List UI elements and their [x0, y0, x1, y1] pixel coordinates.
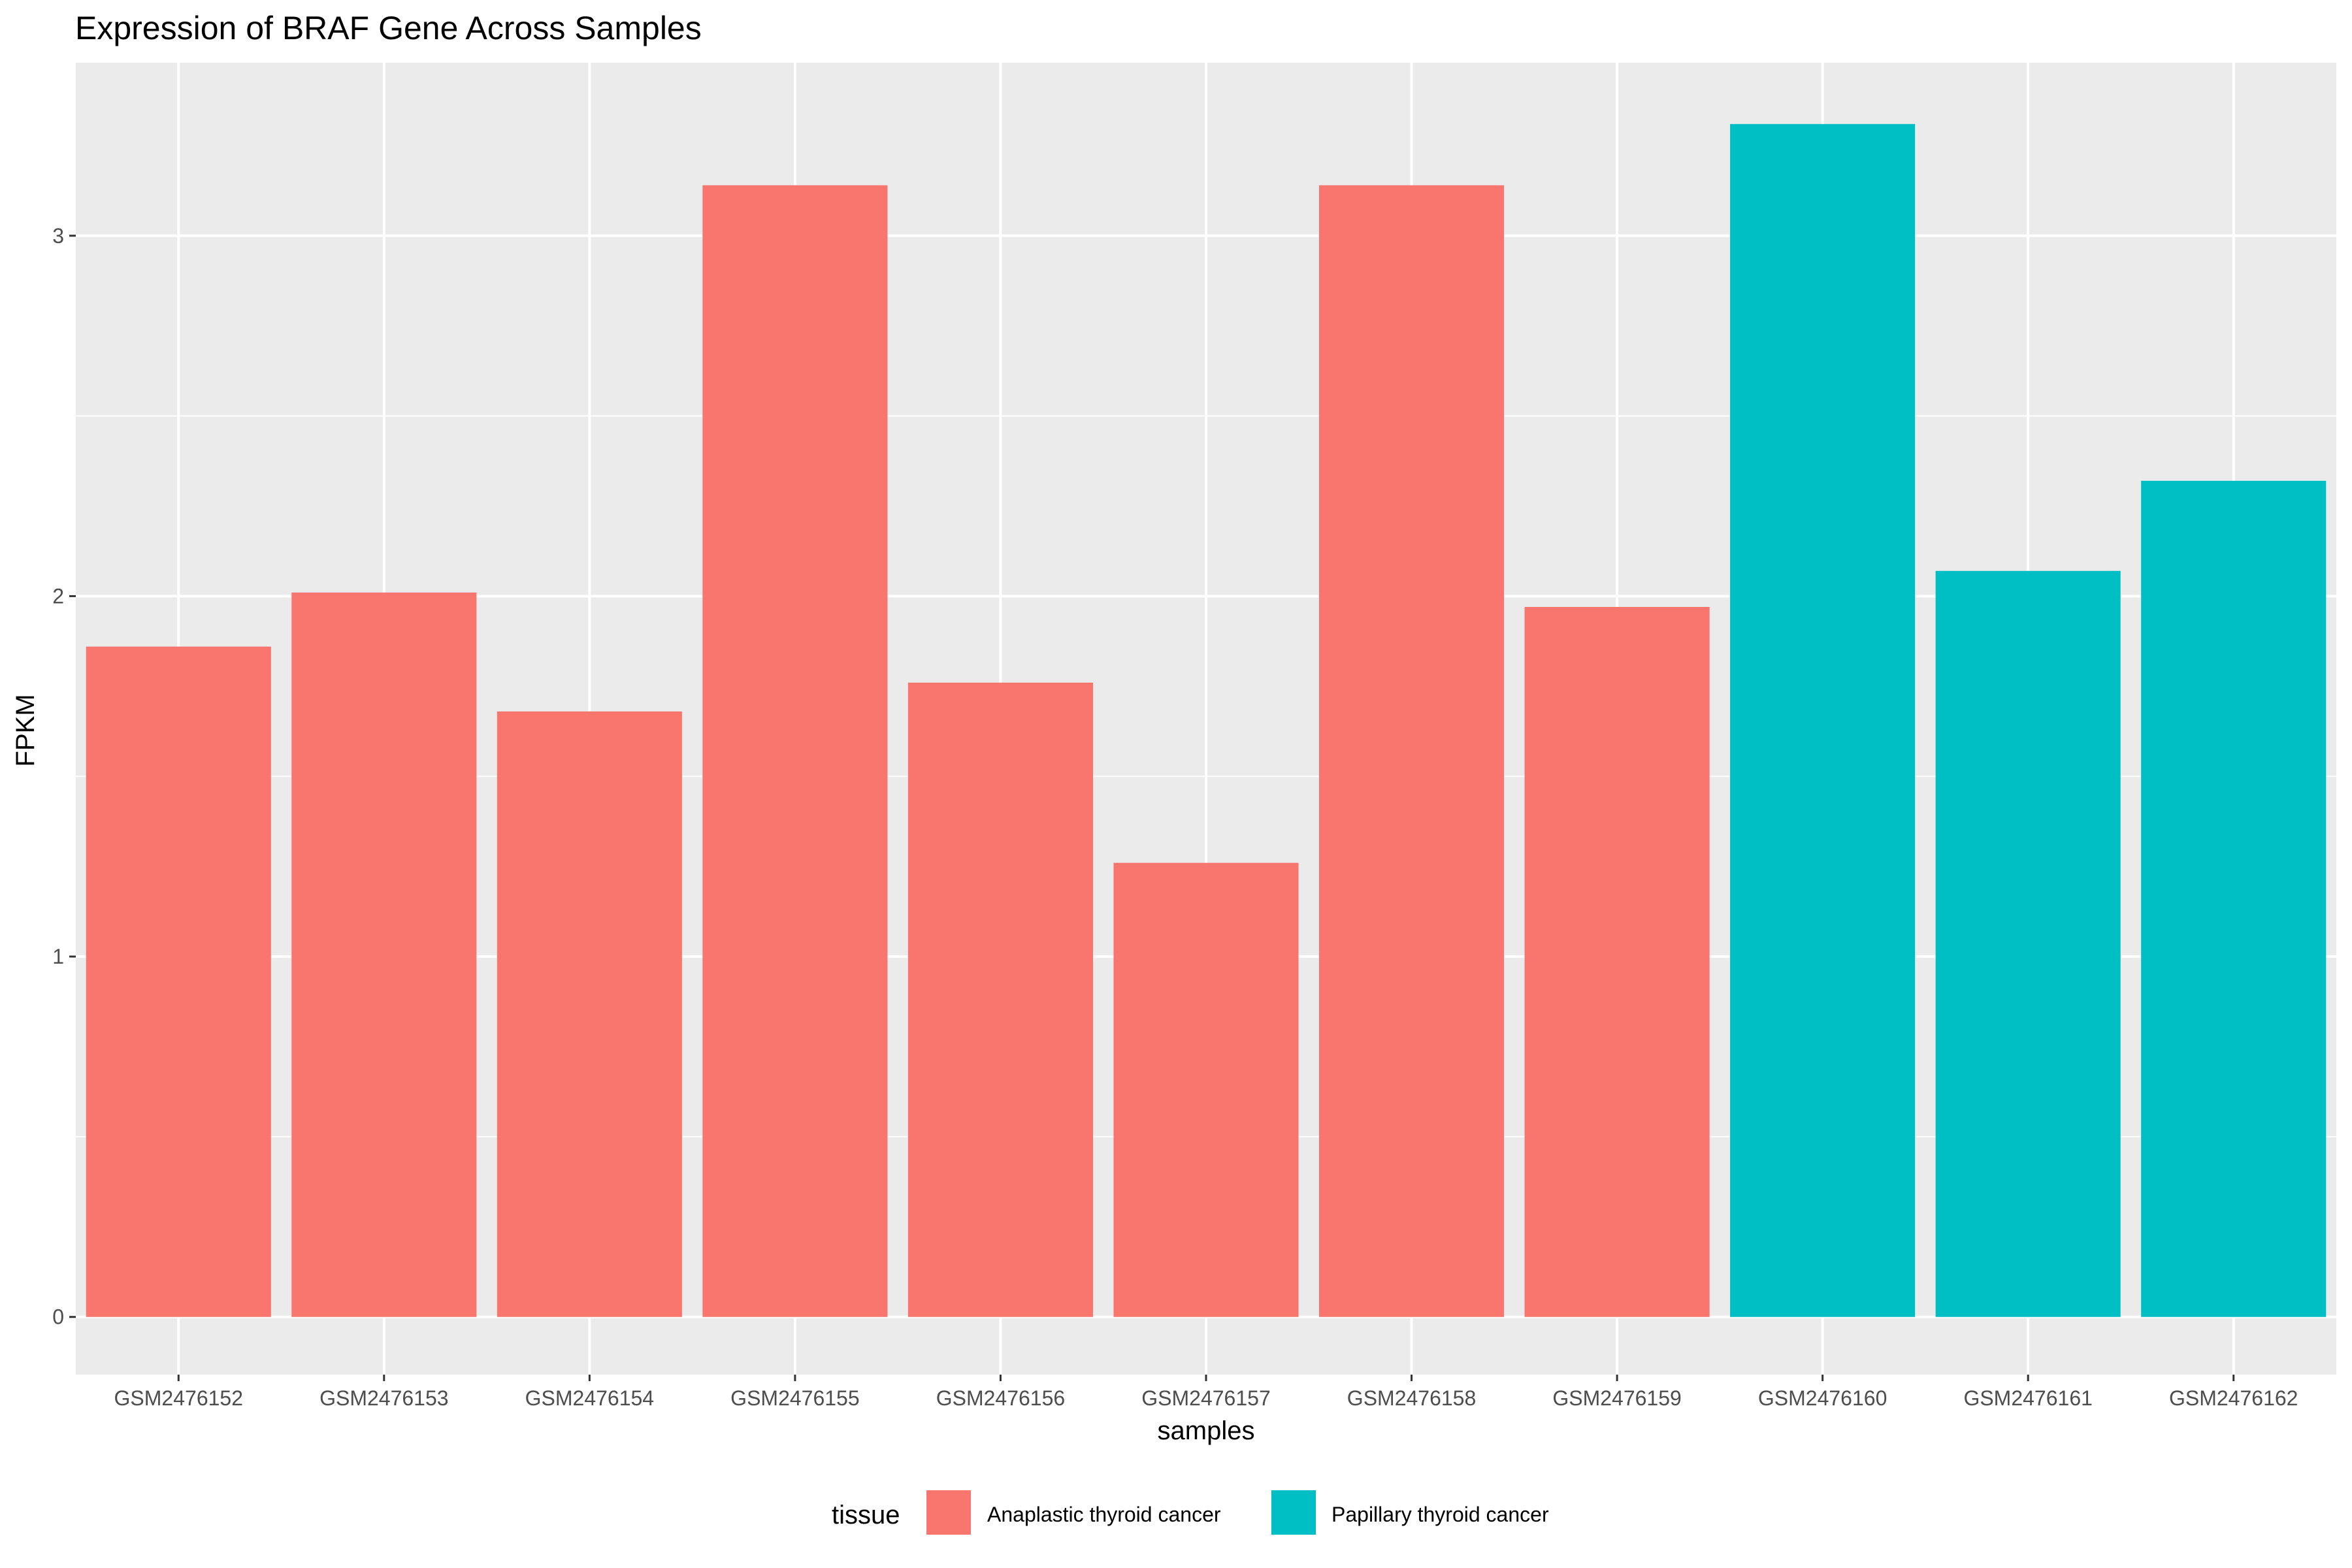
- y-tick-label: 2: [52, 584, 64, 608]
- x-tick-label: GSM2476161: [1963, 1386, 2092, 1410]
- x-tick-label: GSM2476158: [1347, 1386, 1476, 1410]
- bar-GSM2476160: [1730, 123, 1916, 1317]
- x-tick-label: GSM2476156: [936, 1386, 1065, 1410]
- bar-GSM2476154: [497, 711, 682, 1317]
- legend-title: tissue: [832, 1501, 900, 1529]
- legend: tissue Anaplastic thyroid cancer Papillar…: [832, 1490, 1549, 1535]
- bar-GSM2476157: [1113, 862, 1299, 1317]
- bars: [86, 123, 2327, 1317]
- legend-label: Anaplastic thyroid cancer: [987, 1503, 1221, 1526]
- legend-key: [1271, 1490, 1316, 1535]
- x-tick-label: GSM2476154: [525, 1386, 654, 1410]
- x-tick-label: GSM2476155: [730, 1386, 859, 1410]
- x-axis: GSM2476152 GSM2476153 GSM2476154 GSM2476155…: [114, 1375, 2298, 1410]
- y-tick-label: 3: [52, 224, 64, 248]
- legend-key: [926, 1490, 971, 1535]
- y-tick-label: 1: [52, 945, 64, 968]
- x-tick-label: GSM2476159: [1552, 1386, 1681, 1410]
- y-tick-label: 0: [52, 1305, 64, 1329]
- bar-GSM2476153: [291, 592, 477, 1317]
- bar-GSM2476158: [1319, 185, 1505, 1317]
- bar-GSM2476161: [1935, 570, 2121, 1317]
- x-tick-label: GSM2476153: [319, 1386, 448, 1410]
- bar-GSM2476155: [702, 185, 888, 1317]
- y-axis: 0 1 2 3: [52, 224, 76, 1329]
- x-tick-label: GSM2476157: [1141, 1386, 1270, 1410]
- x-axis-title: samples: [1158, 1416, 1255, 1445]
- x-tick-label: GSM2476152: [114, 1386, 243, 1410]
- chart-title: Expression of BRAF Gene Across Samples: [75, 10, 702, 46]
- bar-GSM2476162: [2141, 480, 2327, 1317]
- x-tick-label: GSM2476162: [2169, 1386, 2298, 1410]
- bar-GSM2476152: [86, 646, 271, 1317]
- bar-GSM2476159: [1524, 606, 1710, 1317]
- legend-label: Papillary thyroid cancer: [1331, 1503, 1549, 1526]
- bar-GSM2476156: [907, 682, 1093, 1317]
- x-tick-label: GSM2476160: [1758, 1386, 1887, 1410]
- y-axis-title: FPKM: [11, 694, 40, 766]
